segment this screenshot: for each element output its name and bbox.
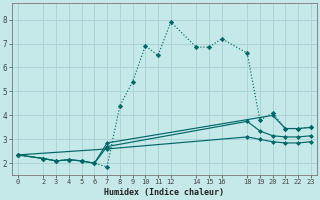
X-axis label: Humidex (Indice chaleur): Humidex (Indice chaleur) xyxy=(104,188,224,197)
